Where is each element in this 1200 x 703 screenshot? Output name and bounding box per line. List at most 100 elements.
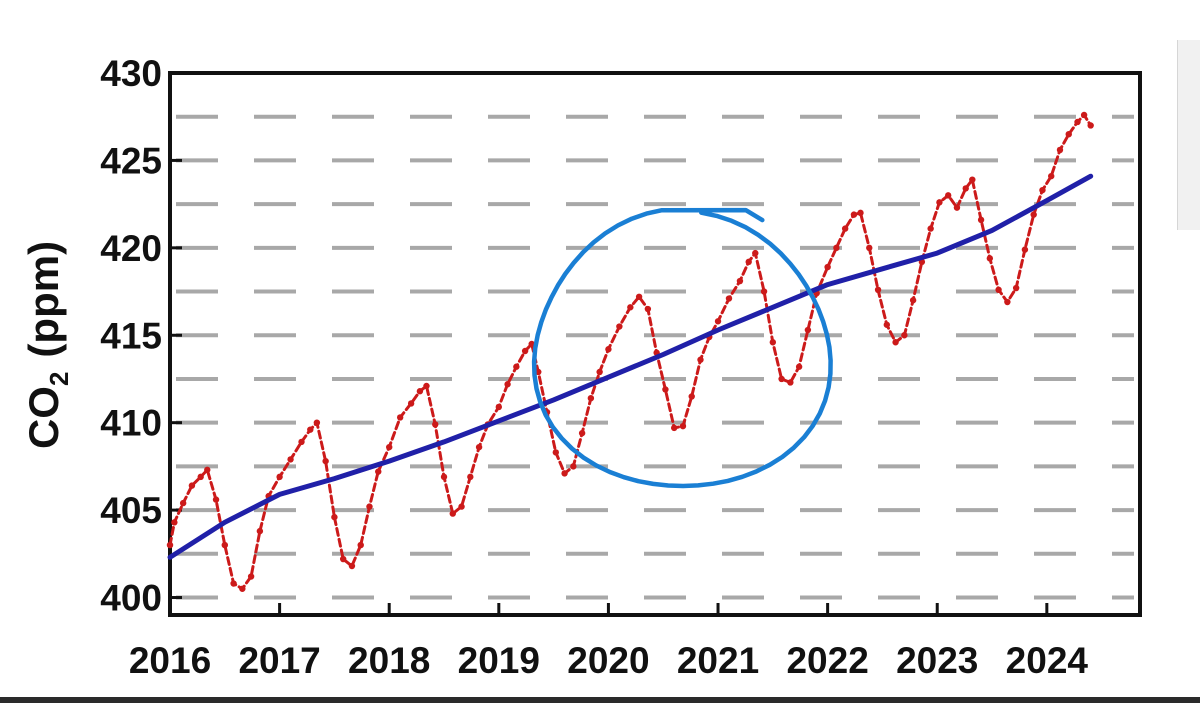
data-point	[188, 482, 196, 489]
data-point	[627, 304, 634, 311]
bottom-edge-strip	[0, 697, 1200, 703]
data-point	[495, 403, 503, 411]
data-point	[561, 470, 568, 477]
data-point	[795, 363, 803, 370]
data-point	[348, 562, 356, 570]
data-point	[1030, 211, 1037, 218]
data-point	[458, 503, 465, 510]
data-point	[449, 510, 456, 517]
data-point	[298, 438, 305, 446]
data-point	[596, 368, 603, 376]
data-point	[995, 286, 1002, 293]
data-point	[616, 323, 623, 330]
data-point	[423, 382, 430, 390]
data-point	[679, 422, 687, 430]
data-point	[467, 473, 474, 481]
data-point	[416, 388, 424, 395]
data-point	[339, 555, 347, 563]
data-point	[883, 321, 891, 328]
x-tick-label: 2018	[348, 640, 430, 681]
data-point	[221, 541, 229, 549]
data-point	[892, 339, 899, 346]
data-point	[1080, 111, 1088, 119]
data-point	[833, 244, 840, 252]
data-point	[239, 585, 246, 592]
data-point	[1012, 284, 1020, 292]
data-point	[1065, 130, 1072, 138]
data-point	[901, 332, 908, 339]
data-point	[752, 249, 759, 257]
y-tick-label: 410	[100, 403, 162, 444]
data-point	[407, 400, 415, 407]
y-tick-label: 400	[100, 578, 162, 619]
data-point	[1048, 172, 1055, 180]
data-point	[787, 379, 794, 386]
y-axis-title-co: CO	[20, 386, 67, 449]
data-point	[635, 293, 643, 300]
data-point	[578, 429, 586, 437]
data-point	[697, 356, 704, 363]
data-point	[366, 503, 373, 510]
data-point	[745, 258, 752, 266]
trend-line	[167, 173, 1094, 560]
x-tick-label: 2017	[238, 640, 320, 681]
y-axis-title: CO2 (ppm)	[20, 241, 74, 449]
y-tick-label: 405	[100, 490, 162, 531]
data-point	[276, 473, 283, 481]
data-point	[256, 527, 264, 535]
page-edge-card	[1177, 40, 1200, 230]
y-axis-title-unit: (ppm)	[20, 241, 67, 358]
data-point	[287, 456, 294, 463]
data-point	[857, 209, 864, 217]
y-axis-title-subscript: 2	[44, 372, 74, 386]
data-point	[736, 277, 744, 285]
data-point	[386, 443, 393, 451]
data-point	[331, 513, 338, 521]
data-point	[969, 176, 976, 183]
data-point	[874, 286, 882, 293]
data-point	[804, 326, 812, 334]
data-point	[230, 580, 237, 587]
data-point	[375, 468, 382, 475]
data-point	[841, 225, 849, 232]
data-point	[953, 204, 961, 211]
data-point	[307, 426, 314, 433]
plot-frame	[168, 71, 1142, 617]
x-tick-label: 2020	[567, 640, 649, 681]
x-tick-label: 2019	[458, 640, 540, 681]
y-axis-ticks: 400 405 410 415 420 425 430	[100, 53, 182, 619]
data-point	[824, 263, 831, 271]
data-point	[986, 255, 994, 262]
x-tick-label: 2023	[896, 640, 978, 681]
data-point	[504, 381, 511, 388]
data-point	[778, 375, 785, 383]
data-point	[977, 216, 985, 224]
data-point	[850, 211, 858, 218]
y-tick-label: 420	[100, 228, 162, 269]
data-point	[909, 297, 917, 304]
data-point	[322, 457, 329, 465]
data-point	[570, 463, 577, 470]
data-point	[962, 185, 969, 192]
data-point	[662, 386, 669, 393]
monthly-line	[168, 113, 1093, 591]
data-point	[475, 443, 483, 451]
data-point	[760, 288, 768, 295]
data-point	[605, 346, 612, 353]
grid-lines	[176, 114, 1134, 600]
data-point	[725, 295, 733, 302]
data-point	[528, 340, 535, 348]
data-point	[866, 244, 873, 252]
data-point	[927, 225, 934, 232]
x-tick-label: 2021	[677, 640, 759, 681]
data-point	[1039, 186, 1046, 194]
data-point	[513, 363, 520, 370]
data-point	[714, 318, 722, 325]
data-point	[1056, 146, 1064, 154]
data-point	[1004, 298, 1011, 306]
highlight-ellipse	[531, 207, 833, 489]
data-point	[552, 449, 560, 456]
data-point	[587, 395, 595, 402]
annotation-layer	[531, 207, 833, 489]
